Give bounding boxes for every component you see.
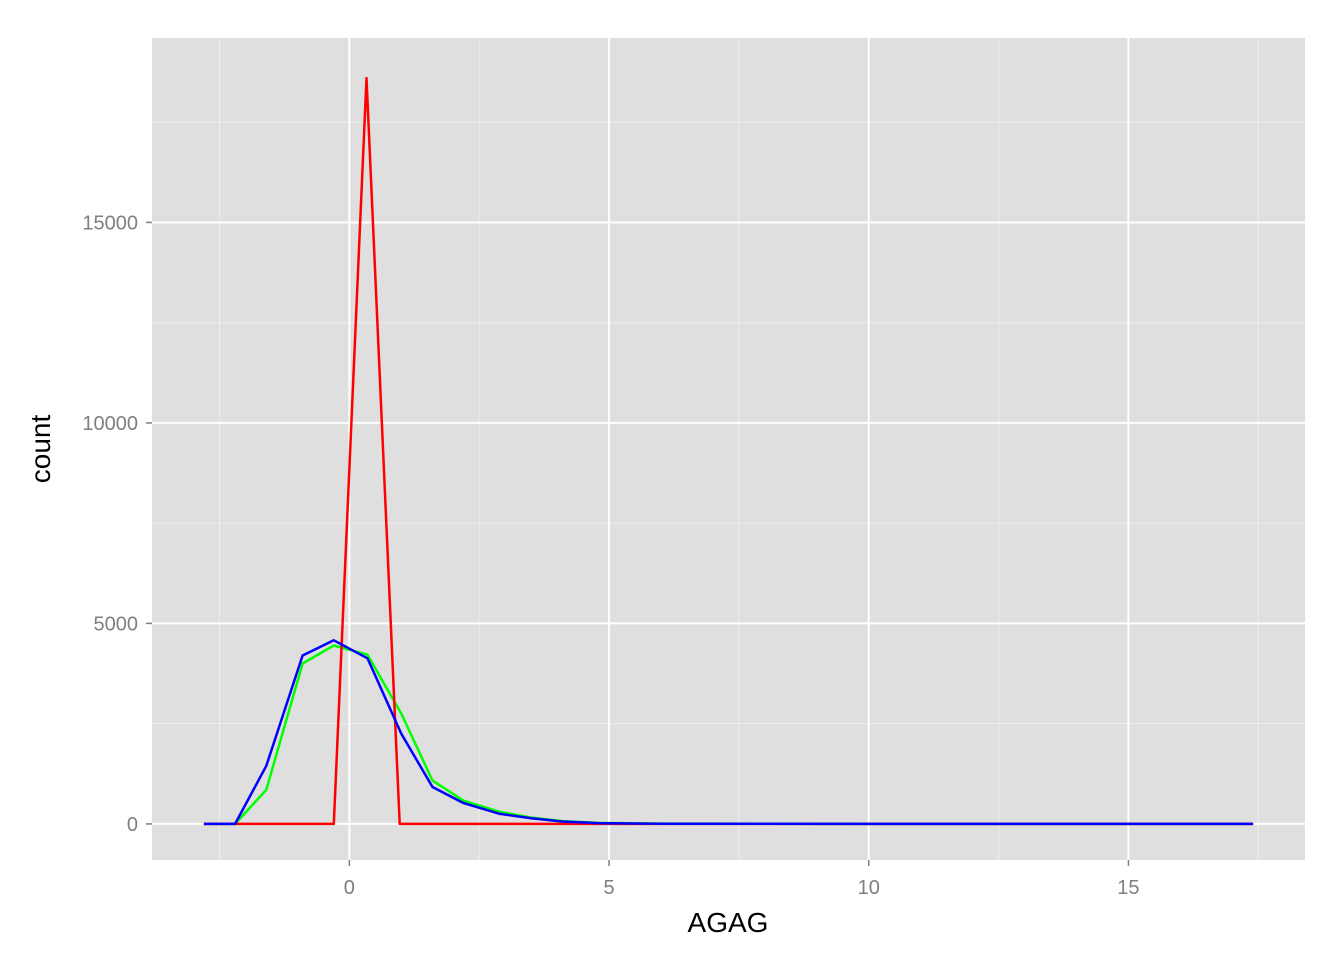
y-axis-ticks: 0 5000 10000 15000 — [82, 212, 152, 836]
x-tick-label: 10 — [858, 877, 880, 899]
minor-gridlines — [152, 38, 1305, 860]
x-axis-title: AGAG — [688, 907, 769, 938]
x-axis-ticks: 0 5 10 15 — [344, 860, 1140, 899]
y-tick-label: 0 — [127, 814, 138, 836]
x-tick-label: 15 — [1117, 877, 1139, 899]
y-tick-label: 10000 — [82, 413, 138, 435]
y-tick-label: 15000 — [82, 212, 138, 234]
series-line-3 — [203, 639, 1254, 826]
x-tick-label: 5 — [603, 877, 614, 899]
x-tick-label: 0 — [344, 877, 355, 899]
y-axis-title: count — [25, 415, 56, 484]
series-layer — [203, 76, 1254, 826]
y-tick-label: 5000 — [94, 613, 139, 635]
plot-panel — [152, 38, 1305, 860]
